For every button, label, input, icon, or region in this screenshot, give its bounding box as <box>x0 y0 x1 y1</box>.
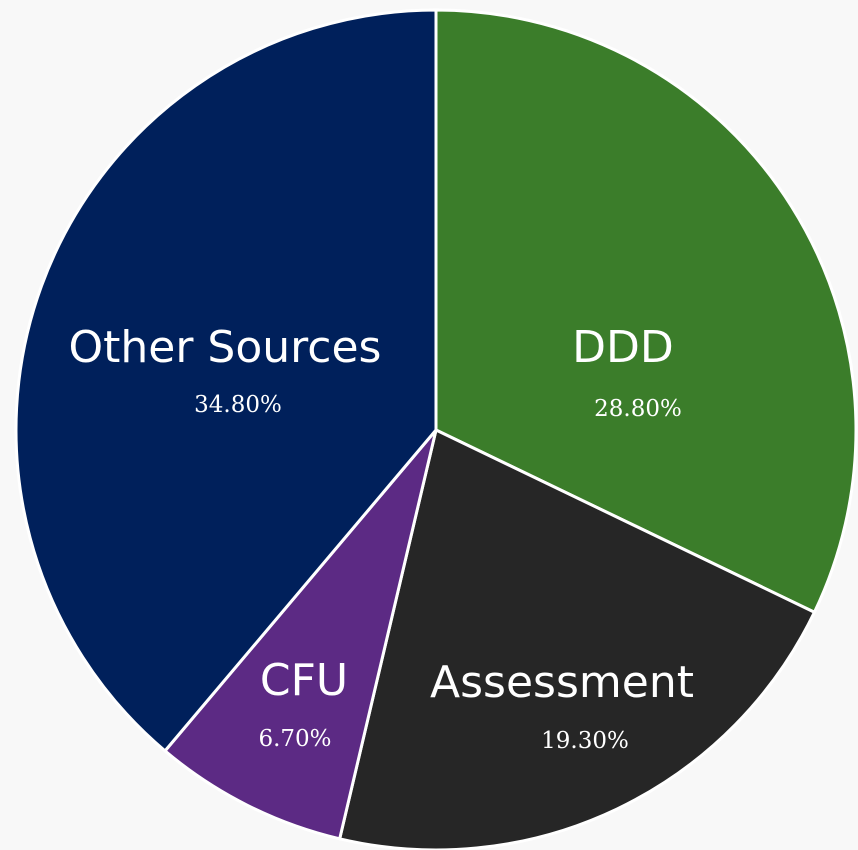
slice-label: DDD <box>572 322 674 373</box>
pie-slice <box>14 8 438 753</box>
slice-label: Other Sources <box>69 322 382 373</box>
slice-label: Assessment <box>430 657 694 708</box>
value-label: 19.30% <box>541 728 629 754</box>
pie-slice <box>163 428 438 841</box>
value-label: 28.80% <box>594 396 682 422</box>
pie-slice <box>434 8 858 614</box>
value-label: 6.70% <box>258 726 331 752</box>
slice-label: CFU <box>260 655 348 706</box>
pie-slice <box>338 428 816 850</box>
value-label: 34.80% <box>194 392 282 418</box>
